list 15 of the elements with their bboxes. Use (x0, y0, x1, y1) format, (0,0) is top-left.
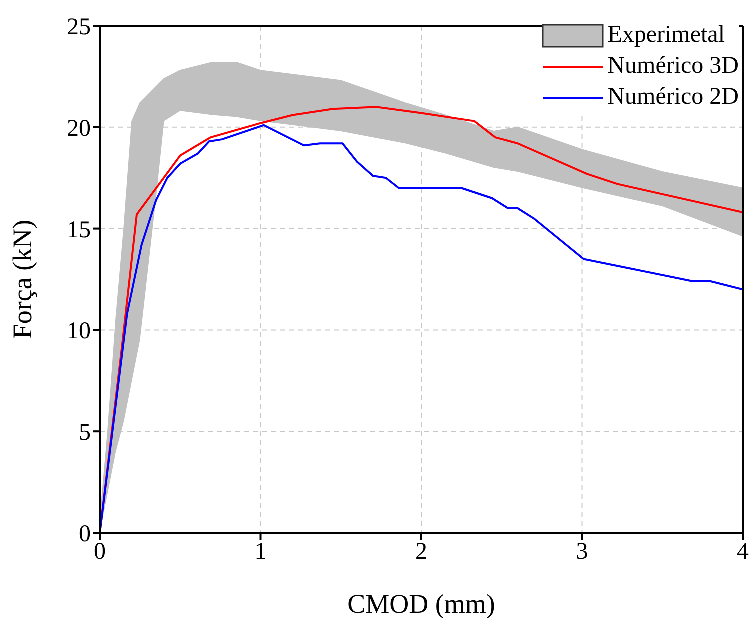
legend-label: Numérico 3D (608, 52, 739, 81)
y-tick-label: 15 (67, 217, 91, 244)
y-tick-label: 20 (67, 116, 91, 142)
y-axis-title: Força (kN) (8, 220, 38, 340)
x-tick-label: 4 (737, 539, 749, 566)
y-tick-label: 5 (79, 420, 91, 446)
x-tick-label: 1 (254, 539, 267, 566)
x-tick-label: 2 (416, 539, 428, 566)
x-tick-label: 3 (576, 539, 588, 566)
y-tick-label: 25 (67, 14, 91, 41)
x-axis-title: CMOD (mm) (348, 589, 496, 619)
y-tick-label: 0 (79, 522, 91, 548)
legend-label: Experimetal (608, 21, 725, 50)
y-tick-label: 10 (67, 318, 91, 345)
legend-label: Numérico 2D (608, 83, 739, 112)
